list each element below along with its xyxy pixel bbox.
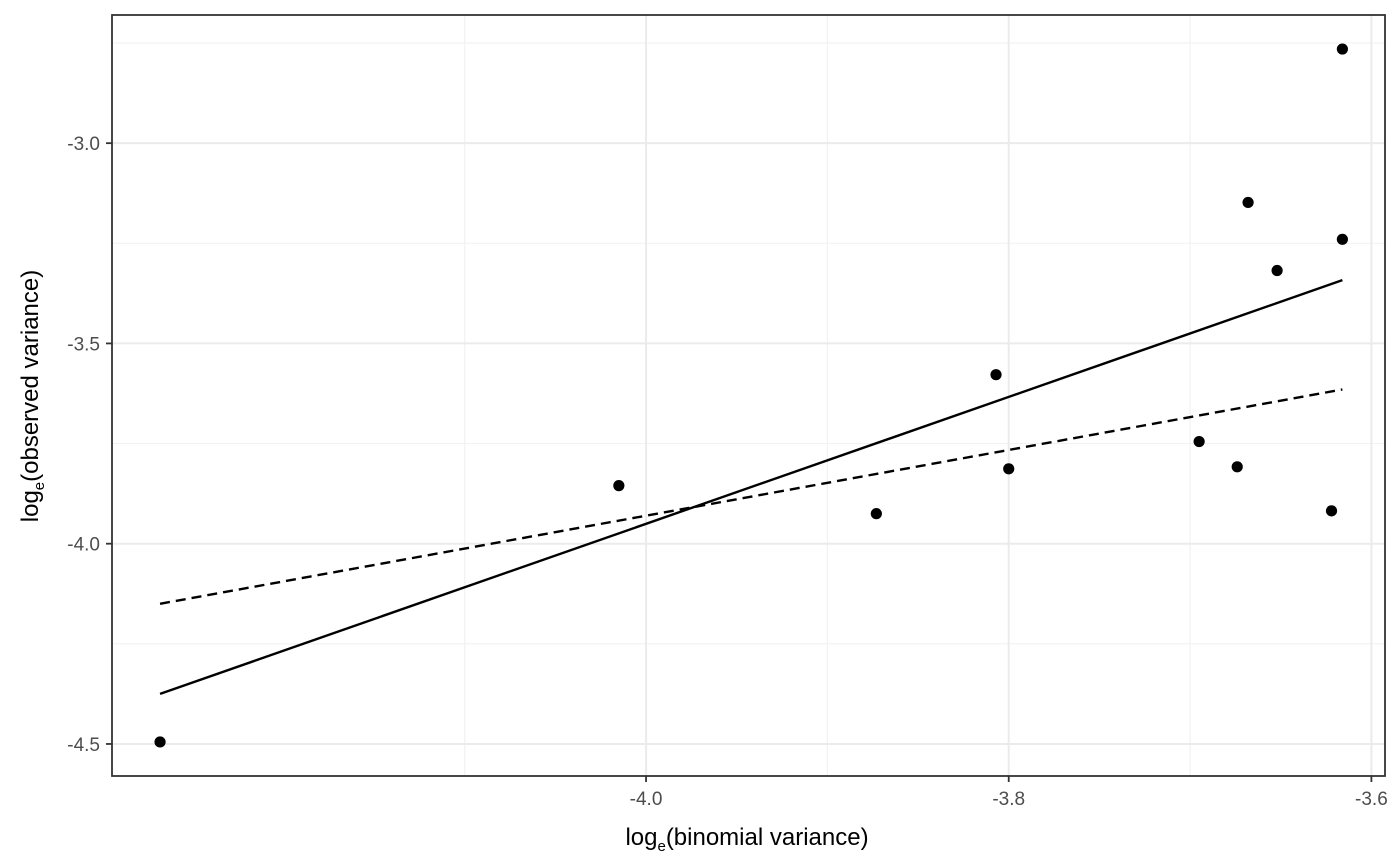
y-tick-label: -3.5 — [67, 334, 100, 355]
data-point — [1193, 435, 1205, 448]
y-tick-label: -4.5 — [67, 735, 100, 756]
x-tick-label: -3.8 — [992, 789, 1025, 810]
data-point — [1336, 43, 1348, 55]
data-point — [154, 736, 166, 748]
y-tick-label: -3.0 — [67, 134, 100, 155]
fit-lines — [159, 279, 1343, 696]
x-tick-label: -3.6 — [1355, 789, 1388, 810]
data-point — [613, 480, 625, 492]
panel-border — [111, 14, 1386, 777]
dashed-fit-line — [159, 388, 1343, 605]
x-tick-label: -4.0 — [630, 789, 663, 810]
data-point — [1271, 264, 1283, 277]
solid-fit-line — [159, 279, 1343, 696]
data-point — [990, 369, 1002, 381]
data-point — [1325, 505, 1338, 517]
y-axis-title: loge(observed variance) — [17, 270, 48, 522]
data-point — [1003, 463, 1015, 475]
x-axis-title: loge(binomial variance) — [625, 824, 868, 855]
data-point — [1242, 196, 1254, 209]
y-tick-label: -4.0 — [67, 535, 100, 556]
data-point — [1231, 461, 1243, 473]
axis-ticks: -4.0 -3.8 -3.6 -3.0 -3.5 -4.0 -4.5 — [67, 134, 1388, 810]
data-points — [154, 43, 1348, 748]
grid-lines — [112, 15, 1385, 776]
data-point — [870, 508, 882, 520]
data-point — [1336, 233, 1348, 245]
